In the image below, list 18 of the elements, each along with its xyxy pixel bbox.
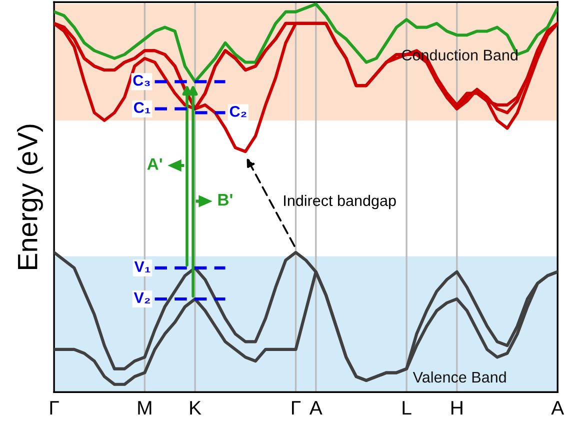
- series-label: C₃: [133, 74, 150, 86]
- annotation: A': [147, 158, 162, 170]
- x-tick-label: K: [190, 401, 202, 415]
- annotation: B': [218, 194, 232, 206]
- x-tick-label: Γ: [50, 401, 59, 415]
- x-tick-label: Γ: [292, 401, 301, 415]
- series-label: C₂: [230, 106, 246, 118]
- x-tick-label: M: [138, 401, 152, 415]
- x-tick-label: A: [309, 401, 322, 415]
- series-label: V₂: [134, 292, 150, 304]
- x-tick-label: L: [402, 401, 412, 415]
- x-tick-label: A: [551, 401, 564, 415]
- y-axis-title: Energy (eV): [17, 124, 43, 269]
- series-label: V₁: [134, 261, 150, 272]
- band-label: Valence Band: [412, 371, 506, 383]
- series-label: C₁: [134, 102, 150, 114]
- x-tick-label: H: [451, 401, 462, 415]
- annotation: Indirect bandgap: [284, 194, 396, 210]
